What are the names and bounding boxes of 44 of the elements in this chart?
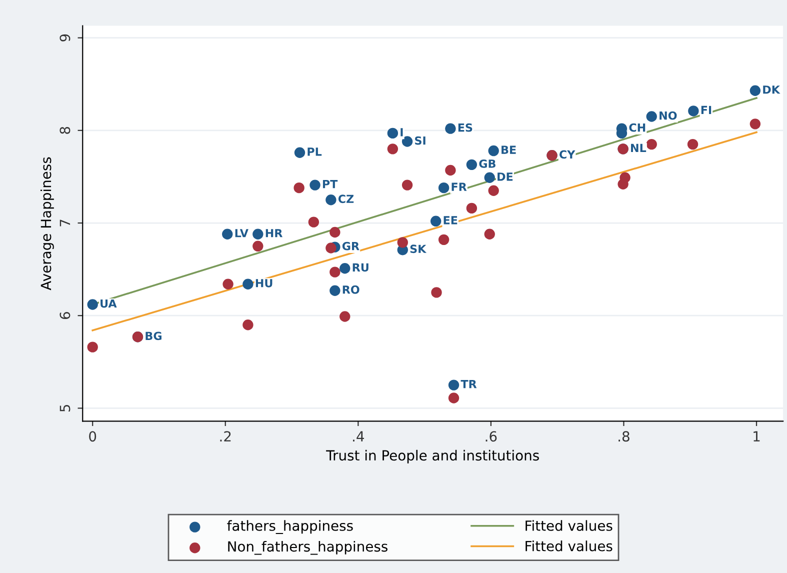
data-label: BG xyxy=(146,332,162,340)
data-label: LV xyxy=(235,229,248,238)
legend-label: Fitted values xyxy=(526,540,612,552)
data-label: NO xyxy=(660,111,677,120)
data-label: BE xyxy=(502,146,516,154)
data-label: SI xyxy=(415,136,426,145)
y-axis-title: Average Happiness xyxy=(40,157,54,290)
x-tick-label: .6 xyxy=(486,431,497,442)
data-label: PL xyxy=(308,148,322,156)
data-label: HU xyxy=(256,279,272,288)
x-tick-label: .4 xyxy=(353,431,364,442)
legend-label: Non_fathers_happiness xyxy=(228,540,388,555)
data-label: NL xyxy=(631,144,646,152)
y-tick-label: 5 xyxy=(60,404,70,412)
legend-label: Fitted values xyxy=(526,520,612,531)
data-label: I xyxy=(400,128,403,136)
data-label: ES xyxy=(458,123,472,132)
data-label: UA xyxy=(100,299,117,308)
data-label: PT xyxy=(322,180,338,188)
x-tick-label: .8 xyxy=(618,431,630,442)
data-label: RU xyxy=(352,263,368,272)
data-label: GR xyxy=(342,242,360,250)
y-tick-label: 6 xyxy=(60,312,70,320)
data-label: FI xyxy=(701,106,712,114)
data-label: DK xyxy=(763,86,780,94)
legend-label: fathers_happiness xyxy=(227,520,353,534)
y-tick-label: 7 xyxy=(60,220,70,226)
data-label: GB xyxy=(479,159,496,168)
x-tick-label: 0 xyxy=(89,431,96,442)
data-label: CY xyxy=(560,150,576,159)
x-axis-title: Trust in People and institutions xyxy=(326,450,539,464)
data-label: CZ xyxy=(338,194,354,204)
data-label: FR xyxy=(452,182,467,191)
data-label: CH xyxy=(629,123,646,132)
y-tick-label: 8 xyxy=(60,126,70,134)
data-label: DE xyxy=(498,172,513,181)
data-label: TR xyxy=(460,380,477,388)
y-tick-label: 9 xyxy=(60,34,70,42)
data-label: SK xyxy=(410,244,427,254)
data-label: EE xyxy=(444,216,458,224)
x-tick-label: 1 xyxy=(754,431,760,442)
x-tick-label: .2 xyxy=(220,431,231,442)
data-label: RO xyxy=(342,285,360,294)
data-label: HR xyxy=(266,229,282,238)
